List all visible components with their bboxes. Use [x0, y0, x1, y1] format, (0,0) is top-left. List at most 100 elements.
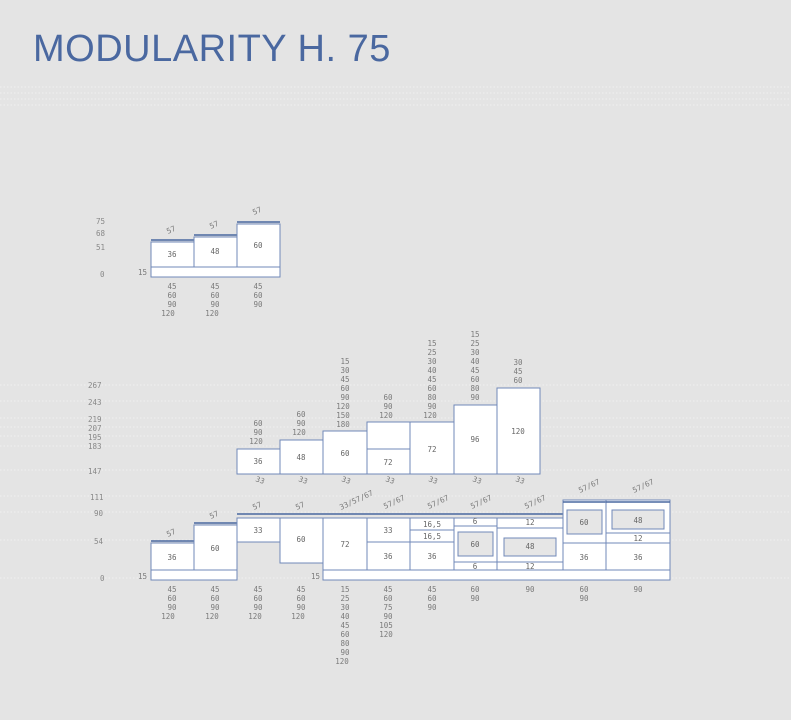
width-label: 45: [296, 585, 305, 594]
width-label: 60: [167, 594, 177, 603]
width-label: 90: [579, 594, 589, 603]
width-label: 90: [210, 603, 220, 612]
size-label: 30: [340, 366, 350, 375]
depth-label: 57: [165, 527, 177, 539]
top-y-axis: 75 68 51 0: [96, 217, 106, 279]
wall-module-72a: [366, 421, 411, 475]
width-label: 90: [167, 603, 177, 612]
width-label: 90: [296, 603, 306, 612]
module-label: 60: [470, 540, 480, 549]
top-widths: 45 60 90 120 45 60 90 120 45 60 90: [161, 282, 263, 318]
module-label: 96: [470, 435, 480, 444]
module-label: 72: [340, 540, 349, 549]
module-label: 12: [525, 518, 534, 527]
size-label: 15: [340, 357, 349, 366]
depth-label: 57: [208, 509, 220, 521]
width-label: 90: [633, 585, 643, 594]
module-label: 36: [579, 553, 589, 562]
y-tick: 195: [88, 433, 102, 442]
top-module-group: [150, 221, 281, 278]
size-label: 30: [470, 348, 480, 357]
size-label: 120: [249, 437, 263, 446]
width-label: 60: [427, 594, 437, 603]
width-label: 60: [210, 291, 220, 300]
size-label: 90: [383, 402, 393, 411]
size-label: 90: [470, 393, 480, 402]
y-tick: 68: [96, 229, 106, 238]
size-label: 45: [470, 366, 479, 375]
y-tick: 183: [88, 442, 102, 451]
module-label: 33: [383, 526, 392, 535]
size-label: 90: [253, 428, 263, 437]
top-module-60: [236, 223, 281, 268]
depth-label: 33: [254, 474, 266, 486]
wall-module-60: [322, 430, 368, 475]
depth-label: 33: [384, 474, 396, 486]
module-label: 48: [525, 542, 535, 551]
upper-module-group: [236, 387, 541, 475]
depth-label: 33: [471, 474, 483, 486]
width-label: 40: [340, 612, 350, 621]
width-label: 45: [167, 585, 176, 594]
module-label: 120: [511, 427, 525, 436]
width-label: 90: [383, 612, 393, 621]
module-label: 36: [383, 552, 393, 561]
base-label: 15: [138, 572, 147, 581]
depth-label: 33: [514, 474, 526, 486]
module-label: 72: [427, 445, 436, 454]
module-label: 48: [210, 247, 220, 256]
size-label: 45: [340, 375, 349, 384]
module-label: 12: [525, 562, 534, 571]
width-label: 90: [253, 300, 263, 309]
width-label: 120: [205, 309, 219, 318]
width-label: 120: [291, 612, 305, 621]
size-label: 60: [296, 410, 306, 419]
size-label: 30: [513, 358, 523, 367]
width-label: 120: [248, 612, 262, 621]
width-label: 90: [167, 300, 177, 309]
depth-label: 57/67: [631, 477, 655, 495]
width-label: 90: [253, 603, 263, 612]
depth-label: 57/67: [523, 493, 547, 511]
size-label: 15: [427, 339, 436, 348]
size-label: 30: [427, 357, 437, 366]
size-label: 60: [470, 375, 480, 384]
y-tick: 0: [100, 270, 105, 279]
width-label: 90: [210, 300, 220, 309]
size-label: 80: [427, 393, 437, 402]
lower-module-60b: [279, 517, 324, 564]
module-label: 36: [633, 553, 643, 562]
width-label: 80: [340, 639, 350, 648]
lower-module-group: [150, 499, 671, 581]
size-label: 15: [470, 330, 479, 339]
module-label: 60: [210, 544, 220, 553]
size-label: 120: [292, 428, 306, 437]
width-label: 45: [427, 585, 436, 594]
module-label: 6: [473, 517, 478, 526]
y-tick: 147: [88, 467, 102, 476]
size-label: 80: [470, 384, 480, 393]
module-label: 72: [383, 458, 392, 467]
y-tick: 111: [90, 493, 104, 502]
lower-module-33: [236, 517, 281, 543]
wall-module-120: [496, 387, 541, 475]
width-label: 60: [253, 594, 263, 603]
module-label: 36: [167, 250, 177, 259]
size-label: 90: [340, 393, 350, 402]
size-label: 150: [336, 411, 350, 420]
width-label: 90: [340, 648, 350, 657]
upper-inside-labels: 36 48 60 72 72 96 120: [253, 427, 525, 467]
base-label: 15: [311, 572, 320, 581]
width-label: 120: [205, 612, 219, 621]
width-label: 90: [427, 603, 437, 612]
module-label: 60: [579, 518, 589, 527]
width-label: 105: [379, 621, 393, 630]
y-tick: 207: [88, 424, 102, 433]
depth-label: 57: [208, 219, 220, 231]
size-label: 180: [336, 420, 350, 429]
size-label: 25: [427, 348, 436, 357]
width-label: 60: [253, 291, 263, 300]
lower-module-33-36: [366, 517, 411, 571]
page-title: MODULARITY H. 75: [33, 28, 391, 70]
